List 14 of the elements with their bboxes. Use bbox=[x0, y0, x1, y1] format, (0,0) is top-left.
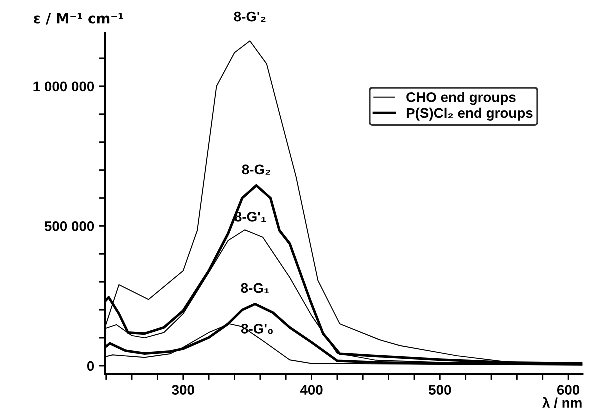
y-tick-label: 500 000 bbox=[44, 222, 94, 232]
y-axis-title: ε / M⁻¹ cm⁻¹ bbox=[34, 13, 124, 25]
x-axis-title: λ / nm bbox=[542, 397, 582, 408]
legend-label: CHO end groups bbox=[406, 92, 516, 106]
annotation: 8-G₂ bbox=[242, 164, 271, 175]
y-tick-label: 1 000 000 bbox=[34, 82, 94, 92]
annotation: 8-G'₂ bbox=[234, 12, 266, 22]
legend-label: P(S)Cl₂ end groups bbox=[406, 108, 533, 121]
y-tick-label: 0 bbox=[87, 361, 94, 372]
x-tick-label: 600 bbox=[557, 385, 580, 396]
x-tick-label: 500 bbox=[429, 385, 452, 396]
x-tick-label: 300 bbox=[172, 385, 194, 396]
x-tick-label: 400 bbox=[300, 385, 323, 396]
annotation: 8-G₁ bbox=[241, 283, 270, 294]
